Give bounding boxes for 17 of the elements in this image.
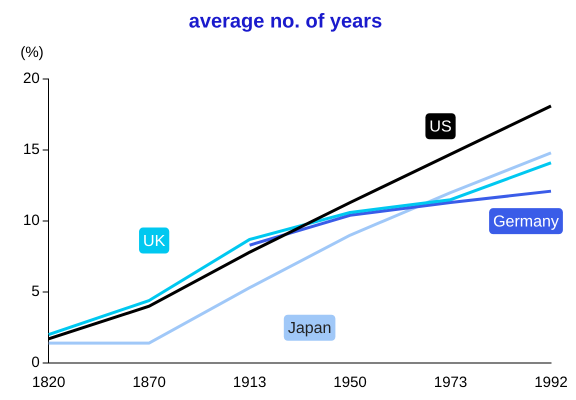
x-tick-label: 1992 [534, 374, 568, 392]
y-tick-label: 20 [22, 70, 40, 88]
text: UK [143, 232, 166, 250]
x-tick-label: 1913 [232, 374, 266, 392]
y-axis-title: (%) [20, 44, 44, 61]
text: Japan [288, 320, 332, 338]
x-tick-label: 1870 [132, 374, 166, 392]
y-tick-label: 15 [22, 141, 40, 158]
y-tick-label: 5 [31, 283, 40, 300]
y-tick-label: 10 [22, 212, 40, 230]
chart-title: average no. of years [188, 10, 382, 33]
x-tick-label: 1820 [32, 374, 66, 392]
series-label: US [429, 118, 452, 136]
x-tick-label: 1950 [333, 374, 367, 392]
x-tick-label: 1973 [434, 374, 468, 392]
series-label: Germany [493, 214, 559, 231]
y-tick-label: 0 [31, 354, 40, 372]
